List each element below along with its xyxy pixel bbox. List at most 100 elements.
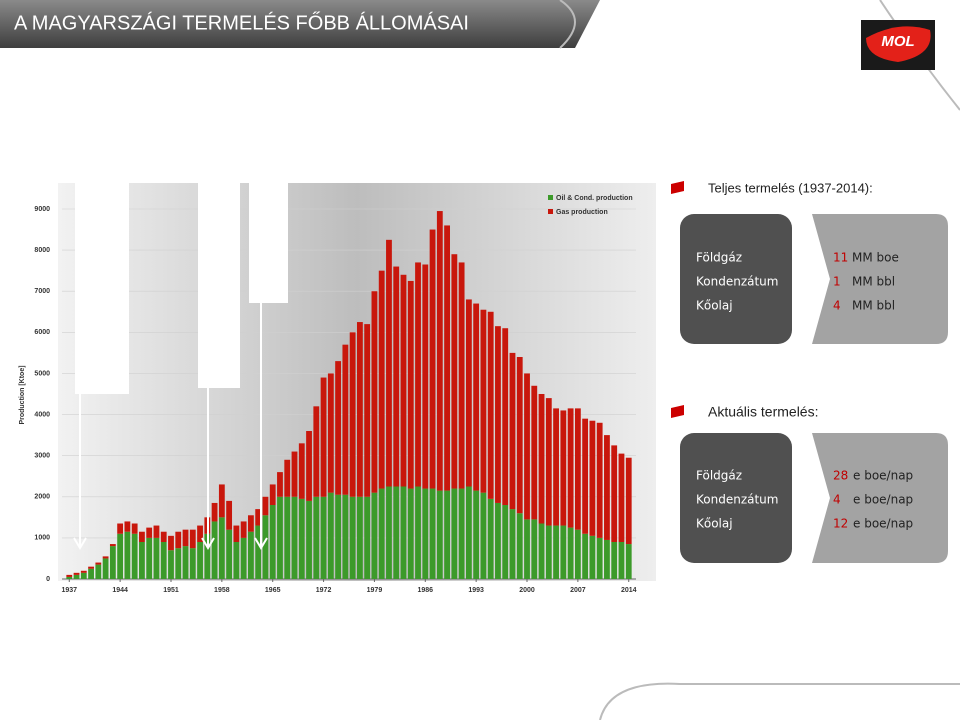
- bar: [298, 443, 305, 499]
- bar: [117, 533, 124, 579]
- bar: [465, 299, 472, 487]
- bar: [168, 550, 174, 579]
- bar: [146, 537, 153, 579]
- bar: [582, 418, 589, 534]
- x-tick-label: 1979: [367, 587, 383, 594]
- bar: [269, 505, 276, 579]
- bar: [400, 486, 407, 579]
- bar: [436, 211, 443, 491]
- legend-label: Gas production: [556, 209, 608, 216]
- bar: [625, 457, 632, 545]
- x-tick-label: 1937: [61, 587, 77, 594]
- bar: [618, 453, 625, 542]
- logo-text: MOL: [881, 33, 914, 50]
- bar: [291, 496, 298, 579]
- bar: [182, 546, 189, 579]
- bar: [538, 394, 545, 524]
- bar: [342, 344, 349, 495]
- bar: [509, 352, 516, 510]
- label: Kondenzátum: [696, 275, 778, 289]
- value: 1: [833, 275, 841, 289]
- x-tick-label: 1993: [468, 587, 484, 594]
- bar: [589, 535, 596, 579]
- bar: [88, 568, 94, 579]
- bar: [73, 572, 80, 575]
- bar: [524, 519, 530, 579]
- x-tick-label: 1986: [418, 587, 434, 594]
- bar: [502, 505, 509, 579]
- value: 12: [833, 517, 848, 531]
- bar: [255, 509, 262, 526]
- arrow: [201, 388, 215, 550]
- bar: [378, 270, 385, 489]
- bar: [327, 373, 334, 493]
- bar: [429, 229, 436, 489]
- bar: [356, 496, 363, 579]
- bar: [364, 324, 371, 497]
- bar: [516, 357, 523, 514]
- bar: [371, 291, 378, 493]
- bar: [393, 486, 400, 579]
- y-tick-label: 6000: [34, 329, 50, 336]
- bar: [102, 558, 109, 579]
- heading: Teljes termelés (1937-2014):: [708, 180, 873, 195]
- heading: Aktuális termelés:: [708, 404, 818, 420]
- bar: [204, 533, 211, 579]
- y-tick-label: 5000: [34, 370, 50, 377]
- bar: [211, 521, 218, 579]
- legend-swatch: [548, 195, 553, 200]
- bar: [211, 502, 218, 522]
- bar: [502, 328, 509, 505]
- bar: [589, 420, 596, 536]
- bar: [364, 496, 371, 579]
- unit: MM bbl: [852, 275, 895, 289]
- bar: [248, 531, 254, 579]
- bar: [386, 239, 392, 487]
- bar: [342, 494, 349, 579]
- bar: [415, 262, 421, 487]
- bar: [371, 492, 378, 579]
- bar: [553, 408, 559, 526]
- bar: [487, 498, 494, 579]
- bar: [160, 531, 167, 542]
- bar: [269, 484, 276, 505]
- label-box: [680, 433, 792, 563]
- value-box: [812, 433, 948, 563]
- bar: [480, 309, 487, 493]
- bar: [567, 527, 574, 579]
- bar: [611, 445, 618, 542]
- bar: [95, 564, 102, 579]
- decor: [599, 682, 960, 721]
- y-tick-label: 0: [46, 576, 50, 583]
- bar: [168, 535, 174, 551]
- bar: [422, 264, 429, 489]
- value: 4: [833, 299, 841, 313]
- bar: [124, 521, 131, 532]
- bar: [495, 502, 501, 579]
- bar: [80, 572, 87, 579]
- bar: [451, 254, 458, 489]
- bar: [197, 542, 203, 579]
- unit: MM boe: [852, 251, 899, 265]
- bar: [175, 548, 182, 579]
- bar: [335, 494, 342, 579]
- bar: [415, 486, 421, 579]
- y-tick-label: 4000: [34, 411, 50, 418]
- bar: [226, 500, 233, 530]
- bar: [66, 574, 73, 577]
- value: 11: [833, 251, 848, 265]
- bar: [218, 484, 225, 518]
- bar: [574, 529, 581, 579]
- bar: [291, 451, 298, 497]
- bar: [473, 303, 480, 491]
- bar: [393, 266, 400, 487]
- bar: [560, 525, 567, 579]
- bar: [298, 498, 305, 579]
- bar: [124, 531, 131, 579]
- x-tick-label: 1965: [265, 587, 281, 594]
- y-tick-label: 7000: [34, 288, 50, 295]
- bullet: [671, 405, 684, 418]
- value-box: [812, 214, 948, 344]
- bar: [66, 576, 73, 579]
- decor: [559, 0, 576, 49]
